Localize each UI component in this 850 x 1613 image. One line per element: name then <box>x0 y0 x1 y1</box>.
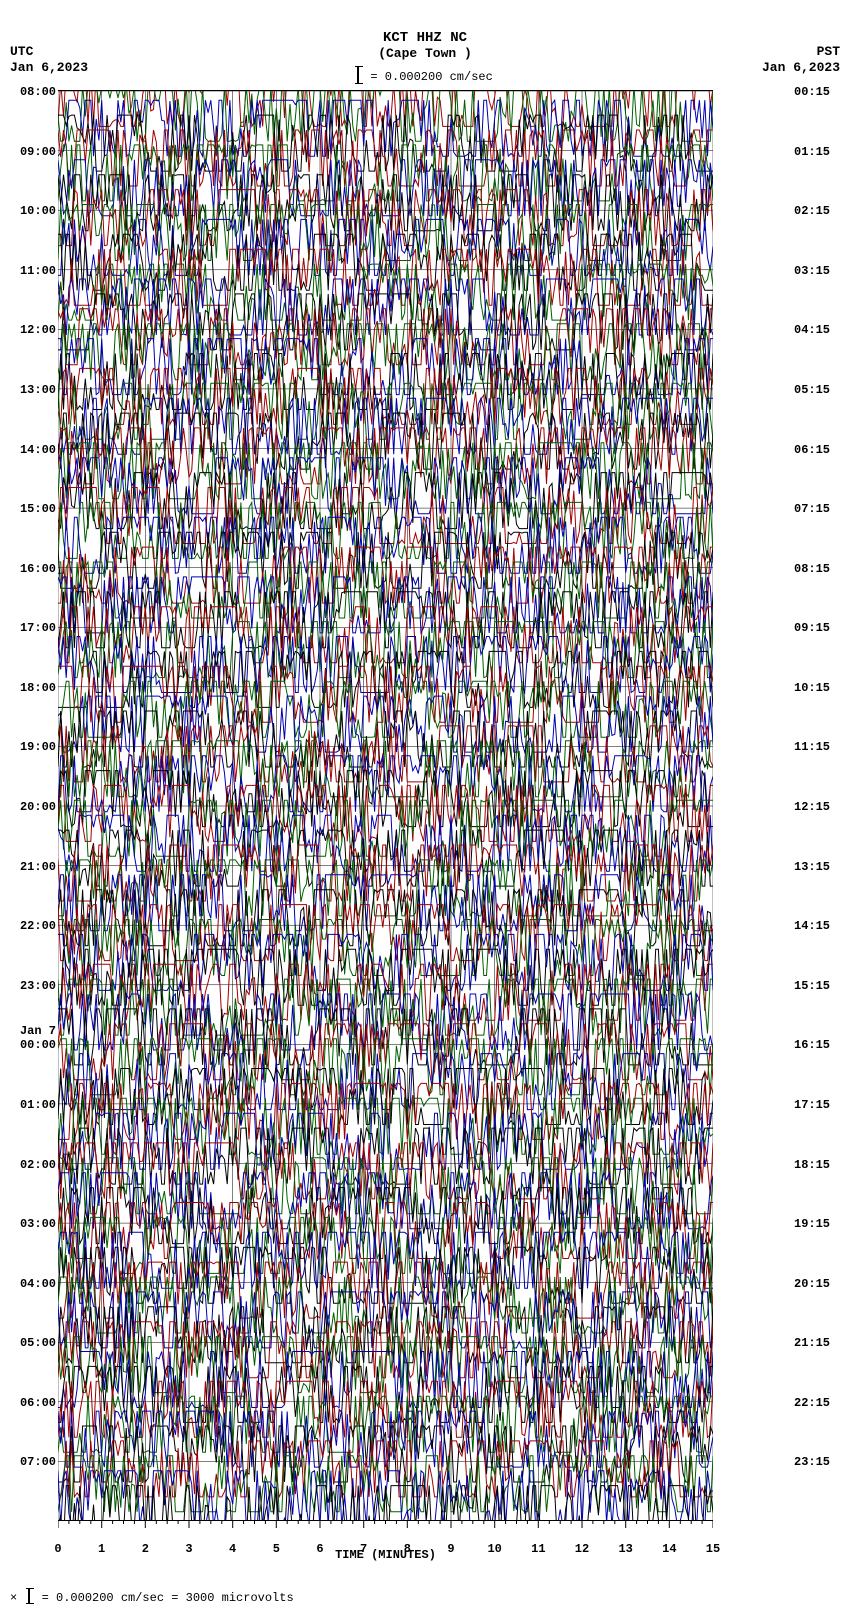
utc-hour-label: 17:00 <box>10 621 56 635</box>
utc-hour-labels: 08:0009:0010:0011:0012:0013:0014:0015:00… <box>10 90 56 1520</box>
utc-hour-label: 14:00 <box>10 443 56 457</box>
left-tz-label: UTC <box>10 44 33 59</box>
utc-hour-label: 02:00 <box>10 1158 56 1172</box>
pst-hour-label: 19:15 <box>794 1217 840 1231</box>
x-axis-title: TIME (MINUTES) <box>58 1548 713 1562</box>
utc-hour-label: 13:00 <box>10 383 56 397</box>
pst-hour-label: 03:15 <box>794 264 840 278</box>
scale-bar-icon <box>357 66 359 84</box>
utc-hour-label: 20:00 <box>10 800 56 814</box>
utc-hour-label: 00:00 <box>10 1038 56 1052</box>
utc-hour-label: 15:00 <box>10 502 56 516</box>
pst-hour-label: 17:15 <box>794 1098 840 1112</box>
footer-bar-icon <box>28 1588 30 1604</box>
pst-hour-label: 16:15 <box>794 1038 840 1052</box>
helicorder-plot <box>58 90 713 1521</box>
utc-hour-label: 01:00 <box>10 1098 56 1112</box>
footer-prefix: × <box>10 1591 17 1605</box>
pst-hour-label: 22:15 <box>794 1396 840 1410</box>
footer-scale: × = 0.000200 cm/sec = 3000 microvolts <box>10 1585 294 1605</box>
pst-hour-label: 05:15 <box>794 383 840 397</box>
utc-hour-label: 07:00 <box>10 1455 56 1469</box>
pst-hour-label: 07:15 <box>794 502 840 516</box>
pst-hour-label: 01:15 <box>794 145 840 159</box>
utc-hour-label: 21:00 <box>10 860 56 874</box>
pst-hour-label: 00:15 <box>794 85 840 99</box>
pst-hour-label: 06:15 <box>794 443 840 457</box>
left-date-label: Jan 6,2023 <box>10 60 88 75</box>
grid-overlay <box>58 91 713 1521</box>
pst-hour-label: 08:15 <box>794 562 840 576</box>
pst-hour-label: 18:15 <box>794 1158 840 1172</box>
seismogram-page: KCT HHZ NC (Cape Town ) = 0.000200 cm/se… <box>0 0 850 1613</box>
utc-hour-label: 05:00 <box>10 1336 56 1350</box>
pst-hour-label: 23:15 <box>794 1455 840 1469</box>
pst-hour-label: 21:15 <box>794 1336 840 1350</box>
right-date-label: Jan 6,2023 <box>762 60 840 75</box>
pst-hour-label: 12:15 <box>794 800 840 814</box>
right-tz-label: PST <box>817 44 840 59</box>
x-ticks <box>58 1520 713 1540</box>
pst-hour-label: 04:15 <box>794 323 840 337</box>
utc-hour-label: 08:00 <box>10 85 56 99</box>
footer-text: = 0.000200 cm/sec = 3000 microvolts <box>42 1591 294 1605</box>
station-name: (Cape Town ) <box>0 46 850 61</box>
utc-hour-label: 16:00 <box>10 562 56 576</box>
pst-hour-label: 10:15 <box>794 681 840 695</box>
pst-hour-label: 09:15 <box>794 621 840 635</box>
utc-hour-label: 12:00 <box>10 323 56 337</box>
pst-hour-label: 15:15 <box>794 979 840 993</box>
utc-hour-label: 06:00 <box>10 1396 56 1410</box>
utc-hour-label: 10:00 <box>10 204 56 218</box>
utc-hour-label: 03:00 <box>10 1217 56 1231</box>
utc-hour-label: 04:00 <box>10 1277 56 1291</box>
utc-hour-label: 23:00 <box>10 979 56 993</box>
pst-hour-label: 14:15 <box>794 919 840 933</box>
utc-hour-label: 19:00 <box>10 740 56 754</box>
pst-hour-label: 13:15 <box>794 860 840 874</box>
scale-legend: = 0.000200 cm/sec <box>0 62 850 84</box>
utc-hour-label: 11:00 <box>10 264 56 278</box>
utc-hour-label: 18:00 <box>10 681 56 695</box>
scale-legend-text: = 0.000200 cm/sec <box>370 70 492 84</box>
utc-hour-label: 09:00 <box>10 145 56 159</box>
pst-hour-label: 20:15 <box>794 1277 840 1291</box>
day-change-label: Jan 7 <box>10 1024 56 1038</box>
station-code: KCT HHZ NC <box>0 30 850 46</box>
utc-hour-label: 22:00 <box>10 919 56 933</box>
pst-hour-labels: 00:1501:1502:1503:1504:1505:1506:1507:15… <box>794 90 840 1520</box>
pst-hour-label: 02:15 <box>794 204 840 218</box>
pst-hour-label: 11:15 <box>794 740 840 754</box>
